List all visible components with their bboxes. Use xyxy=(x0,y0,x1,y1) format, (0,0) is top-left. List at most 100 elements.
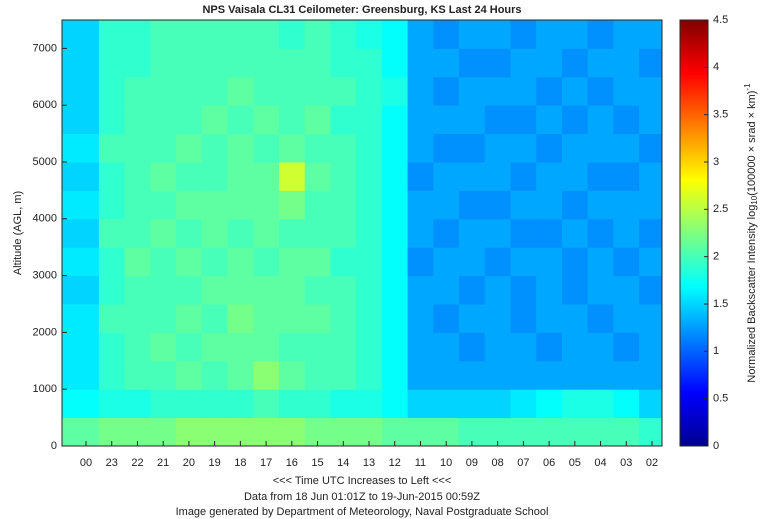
cell xyxy=(227,218,254,248)
colorbar-tick-label: 1 xyxy=(713,345,719,357)
cell xyxy=(561,76,589,106)
cell xyxy=(304,389,331,419)
cell xyxy=(176,304,203,333)
cell xyxy=(62,275,100,305)
x-tick-label: 22 xyxy=(131,457,143,469)
cell xyxy=(407,48,434,78)
cell xyxy=(124,218,151,248)
cell xyxy=(62,48,100,78)
cell xyxy=(201,275,228,305)
cell xyxy=(62,105,100,135)
cell xyxy=(253,389,280,419)
cell xyxy=(407,76,434,106)
cell xyxy=(176,190,203,220)
note: Image generated by Department of Meteoro… xyxy=(176,506,549,518)
cell xyxy=(62,389,100,419)
cell xyxy=(330,162,357,191)
cell xyxy=(484,218,511,248)
colorbar-tick-label: 0 xyxy=(713,440,719,452)
cell xyxy=(124,275,151,305)
x-tick-label: 03 xyxy=(620,457,632,469)
cell xyxy=(150,332,177,362)
cell xyxy=(330,48,357,78)
cell xyxy=(613,218,640,248)
cell xyxy=(613,105,640,135)
cell xyxy=(536,360,563,390)
cell xyxy=(639,133,663,163)
cell xyxy=(510,133,537,163)
note: Data from 18 Jun 01:01Z to 19-Jun-2015 0… xyxy=(244,491,480,503)
cell xyxy=(613,20,640,49)
cell xyxy=(587,275,614,305)
cell xyxy=(98,360,126,390)
cell xyxy=(330,247,357,277)
cell xyxy=(613,162,640,191)
cell xyxy=(639,48,663,78)
x-tick-label: 20 xyxy=(183,457,195,469)
cell xyxy=(433,389,460,419)
colorbar-label-sub: 10 xyxy=(750,195,759,204)
cell xyxy=(381,389,409,419)
colorbar-tick-label: 2 xyxy=(713,251,719,263)
cell xyxy=(176,275,203,305)
cell xyxy=(124,133,151,163)
cell xyxy=(613,190,640,220)
y-tick-label: 0 xyxy=(51,440,57,452)
cell xyxy=(561,190,589,220)
cell xyxy=(227,105,254,135)
cell xyxy=(227,162,254,191)
cell xyxy=(98,190,126,220)
cell xyxy=(330,20,357,49)
cell xyxy=(536,105,563,135)
cell xyxy=(98,332,126,362)
cell xyxy=(613,304,640,333)
cell xyxy=(433,162,460,191)
cell xyxy=(407,162,434,191)
x-tick-label: 23 xyxy=(106,457,118,469)
cell xyxy=(536,20,563,49)
cell xyxy=(433,247,460,277)
cell xyxy=(407,332,434,362)
x-tick-label: 18 xyxy=(234,457,246,469)
cell xyxy=(484,389,511,419)
cell xyxy=(227,48,254,78)
cell xyxy=(484,162,511,191)
cell xyxy=(639,275,663,305)
cell xyxy=(176,76,203,106)
cell xyxy=(330,275,357,305)
cell xyxy=(484,20,511,49)
cell xyxy=(381,105,409,135)
cell xyxy=(278,218,306,248)
cell xyxy=(150,162,177,191)
cell xyxy=(62,190,100,220)
cell xyxy=(201,304,228,333)
cell xyxy=(253,332,280,362)
cell xyxy=(484,48,511,78)
cell xyxy=(459,162,486,191)
cell xyxy=(407,133,434,163)
cell xyxy=(561,133,589,163)
cell xyxy=(62,218,100,248)
cell xyxy=(124,48,151,78)
cell xyxy=(433,20,460,49)
cell xyxy=(278,247,306,277)
cell xyxy=(304,190,331,220)
cell xyxy=(561,332,589,362)
cell xyxy=(98,105,126,135)
cell xyxy=(561,360,589,390)
cell xyxy=(278,332,306,362)
cell xyxy=(227,247,254,277)
y-tick-label: 6000 xyxy=(33,99,57,111)
cell xyxy=(587,105,614,135)
cell xyxy=(639,389,663,419)
cell xyxy=(150,275,177,305)
x-tick-label: 07 xyxy=(517,457,529,469)
cell xyxy=(150,360,177,390)
cell xyxy=(613,332,640,362)
cell xyxy=(150,190,177,220)
cell xyxy=(330,360,357,390)
cell xyxy=(227,190,254,220)
cell xyxy=(587,389,614,419)
cell xyxy=(459,332,486,362)
plot-frame xyxy=(61,19,663,447)
